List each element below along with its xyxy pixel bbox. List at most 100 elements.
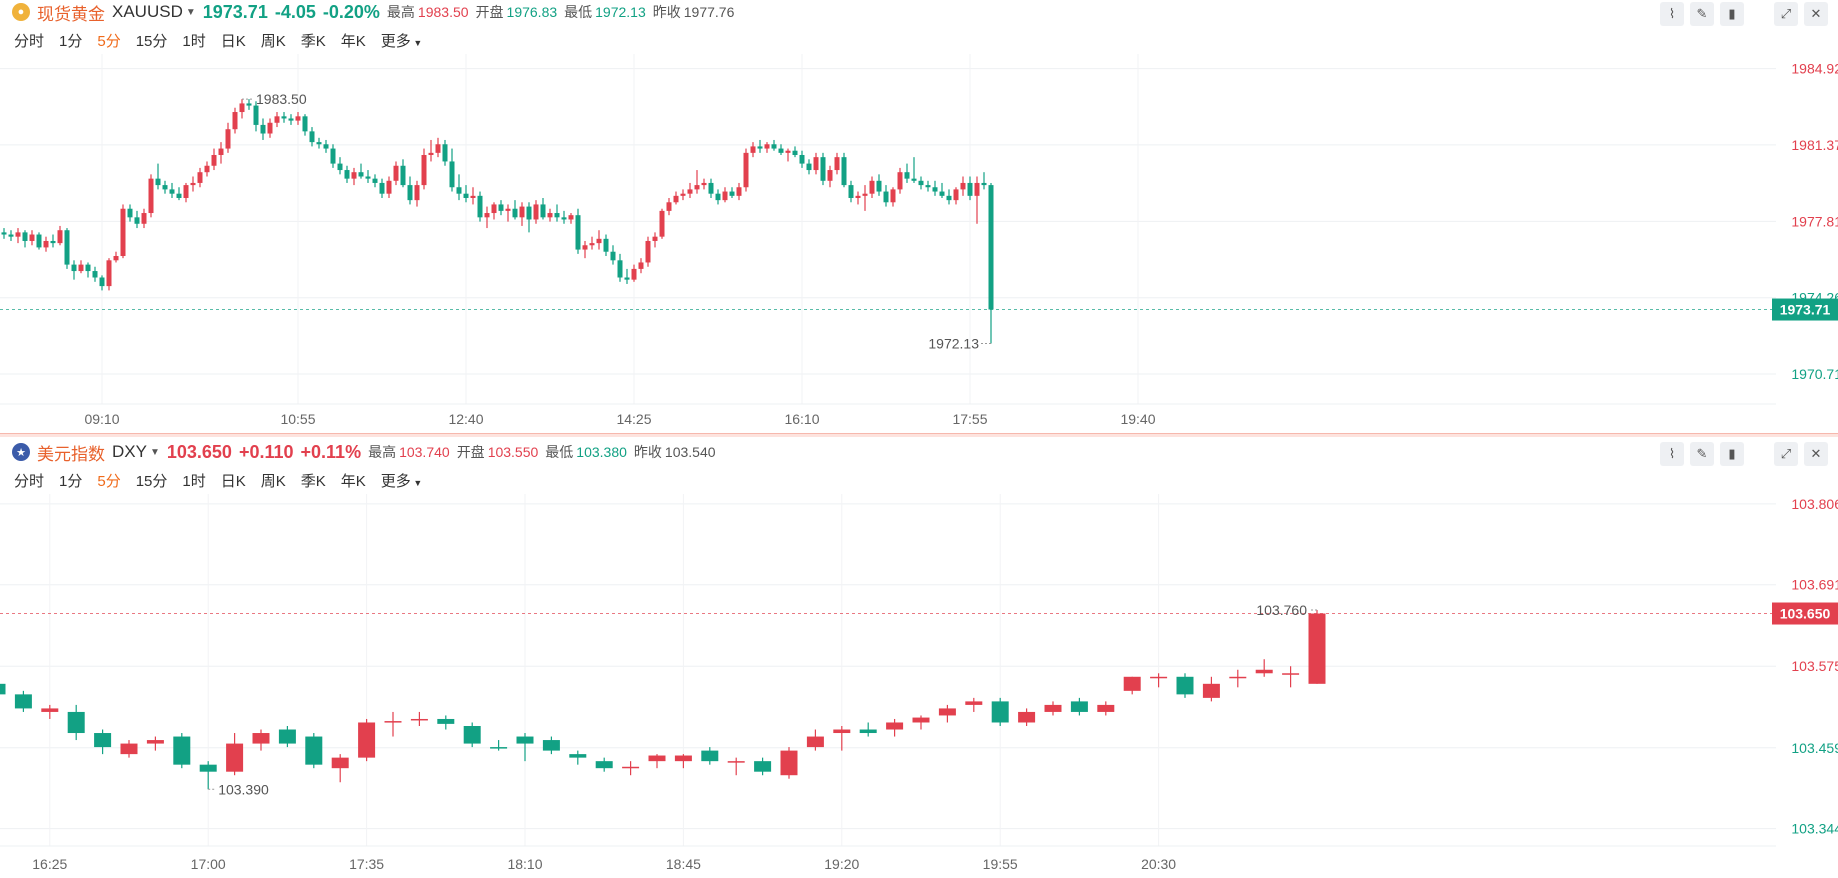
candle-body	[260, 124, 266, 134]
candle-body	[505, 208, 511, 211]
candle-body	[484, 213, 490, 218]
symbol-name[interactable]: 美元指数	[37, 444, 105, 464]
more-dropdown[interactable]: 更多 ▼	[381, 470, 422, 491]
candle-type-icon[interactable]: ▮	[1720, 442, 1744, 466]
candle-body	[331, 757, 349, 769]
chevron-down-icon: ▼	[410, 38, 423, 48]
tab-timeframe[interactable]: 年K	[340, 33, 366, 50]
candle-body	[1282, 673, 1300, 675]
candle-body	[542, 740, 560, 751]
candle-body	[281, 116, 287, 119]
tab-timeframe[interactable]: 15分	[135, 33, 168, 50]
candle-body	[512, 208, 518, 218]
candle-body	[1229, 676, 1247, 679]
panel-divider[interactable]	[0, 433, 1838, 437]
price-change-pct: -0.20%	[322, 1, 380, 22]
xauusd-candlestick-chart[interactable]: 1984.921981.371977.811974.261970.7109:10…	[0, 54, 1838, 434]
candle-body	[232, 112, 238, 130]
tab-timeframe[interactable]: 分时	[14, 33, 45, 50]
candle-body	[490, 747, 508, 749]
candle-body	[239, 103, 245, 113]
tab-timeframe[interactable]: 季K	[300, 473, 326, 490]
last-price-tag	[1772, 298, 1838, 321]
tab-timeframe[interactable]: 分时	[14, 473, 45, 490]
expand-icon[interactable]: ⤢	[1774, 2, 1798, 26]
candle-body	[456, 187, 462, 194]
tab-timeframe[interactable]: 日K	[220, 33, 246, 50]
candle-body	[554, 213, 560, 218]
tab-timeframe[interactable]: 1分	[59, 33, 83, 50]
tab-timeframe[interactable]: 日K	[220, 473, 246, 490]
tab-timeframe[interactable]: 季K	[300, 33, 326, 50]
tab-timeframe[interactable]: 周K	[260, 473, 286, 490]
candle-body	[859, 729, 877, 734]
high-value: 1983.50	[417, 4, 469, 20]
candle-body	[925, 185, 931, 188]
tab-timeframe[interactable]: 周K	[260, 33, 286, 50]
draw-icon[interactable]: ✎	[1690, 2, 1714, 26]
candle-body	[715, 193, 721, 201]
candle-body	[946, 195, 952, 201]
symbol-name[interactable]: 现货黄金	[37, 4, 105, 24]
candle-body	[463, 193, 469, 198]
low-label: 最低	[564, 4, 593, 20]
tab-timeframe[interactable]: 1时	[182, 473, 206, 490]
x-axis-tick-label: 20:30	[1141, 856, 1176, 872]
chevron-down-icon[interactable]: ▼	[149, 446, 160, 458]
chevron-down-icon: ▼	[410, 478, 423, 488]
candle-body	[14, 694, 32, 709]
candle-body	[991, 701, 1009, 723]
candle-type-icon[interactable]: ▮	[1720, 2, 1744, 26]
line-chart-icon[interactable]: ⌇	[1660, 442, 1684, 466]
tab-timeframe-active[interactable]: 5分	[97, 33, 121, 50]
candle-body	[596, 238, 602, 244]
candle-body	[50, 240, 56, 244]
candle-body	[540, 204, 546, 218]
timeframe-tabs: 分时 1分 5分 15分 1时 日K 周K 季K 年K 更多 ▼	[14, 30, 422, 51]
candle-body	[67, 711, 85, 734]
candle-body	[57, 230, 63, 244]
symbol-code[interactable]: DXY	[112, 442, 147, 461]
expand-icon[interactable]: ⤢	[1774, 442, 1798, 466]
candle-body	[267, 122, 273, 134]
candle-body	[162, 185, 168, 190]
line-chart-icon[interactable]: ⌇	[1660, 2, 1684, 26]
dxy-candlestick-chart[interactable]: 103.806 103.691 103.575 103.459 103.344 16:25…	[0, 494, 1838, 878]
x-axis-tick-label: 18:45	[666, 856, 701, 872]
draw-icon[interactable]: ✎	[1690, 442, 1714, 466]
candle-body	[911, 178, 917, 181]
close-icon[interactable]: ✕	[1804, 442, 1828, 466]
tab-timeframe[interactable]: 年K	[340, 473, 366, 490]
price-change-pct: +0.11%	[300, 441, 362, 462]
candle-body	[680, 193, 686, 196]
low-value: 1972.13	[595, 4, 646, 20]
candle-body	[673, 195, 679, 203]
candle-body	[407, 185, 413, 201]
candle-body	[365, 176, 371, 179]
more-dropdown[interactable]: 更多 ▼	[381, 30, 422, 51]
x-axis-tick-label: 19:20	[824, 856, 859, 872]
chevron-down-icon[interactable]: ▼	[185, 6, 196, 18]
close-icon[interactable]: ✕	[1804, 2, 1828, 26]
candle-body	[435, 144, 441, 153]
symbol-code[interactable]: XAUUSD	[112, 2, 183, 21]
candle-body	[595, 761, 613, 769]
candle-body	[757, 146, 763, 149]
tab-timeframe[interactable]: 1分	[59, 473, 83, 490]
candle-body	[85, 264, 91, 272]
candle-body	[246, 103, 252, 106]
candle-body	[526, 206, 532, 220]
candle-body	[834, 157, 840, 171]
candle-body	[869, 180, 875, 194]
tab-timeframe-active[interactable]: 5分	[97, 473, 121, 490]
candle-body	[491, 204, 497, 214]
candle-body	[736, 187, 742, 196]
tab-timeframe[interactable]: 1时	[182, 33, 206, 50]
candle-body	[743, 152, 749, 188]
candle-body	[652, 236, 658, 241]
candle-body	[708, 182, 714, 194]
tab-timeframe[interactable]: 15分	[135, 473, 168, 490]
candle-body	[638, 262, 644, 269]
candle-body	[316, 142, 322, 145]
candle-body	[674, 755, 692, 762]
